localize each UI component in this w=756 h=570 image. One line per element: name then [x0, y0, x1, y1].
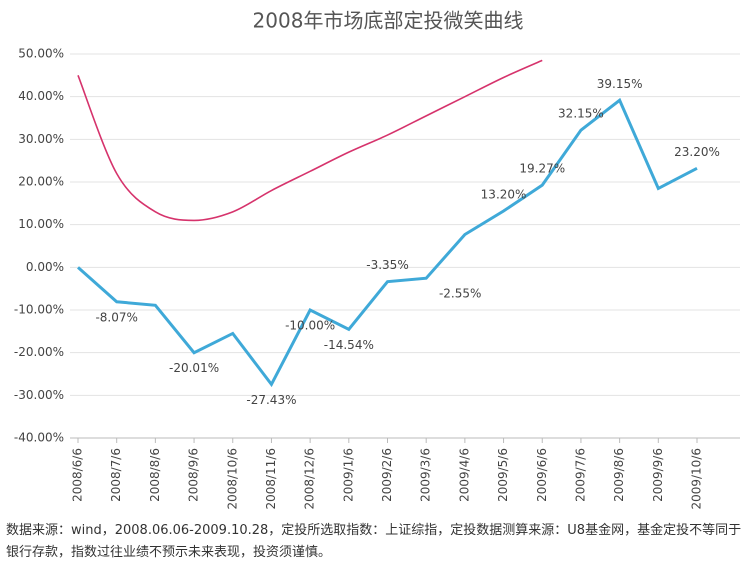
source-note: 数据来源：wind，2008.06.06-2009.10.28，定投所选取指数：…	[6, 523, 742, 560]
x-tick-label: 2009/10/6	[690, 448, 704, 510]
y-tick-label: 40.00%	[18, 89, 64, 103]
y-tick-label: -10.00%	[14, 303, 64, 317]
x-tick-label: 2008/9/6	[187, 448, 201, 502]
x-tick-label: 2008/7/6	[109, 448, 123, 502]
x-tick-label: 2009/5/6	[496, 448, 510, 502]
data-label: -2.55%	[439, 287, 481, 301]
y-tick-label: -20.00%	[14, 345, 64, 359]
data-label: 23.20%	[674, 145, 720, 159]
line-series	[77, 59, 543, 222]
y-tick-label: 50.00%	[18, 47, 64, 61]
x-tick-label: 2008/10/6	[225, 448, 239, 510]
x-tick-label: 2009/1/6	[341, 448, 355, 502]
data-label: -8.07%	[95, 310, 137, 324]
y-tick-label: 10.00%	[18, 217, 64, 231]
data-label: 39.15%	[597, 77, 643, 91]
line-series	[77, 97, 698, 388]
data-label: 19.27%	[519, 162, 565, 176]
data-label: -20.01%	[169, 361, 219, 375]
x-tick-label: 2008/12/6	[303, 448, 317, 510]
x-tick-label: 2009/2/6	[380, 448, 394, 502]
y-tick-label: 0.00%	[26, 260, 64, 274]
x-tick-label: 2009/7/6	[573, 448, 587, 502]
data-label: -3.35%	[366, 258, 408, 272]
data-label: -14.54%	[324, 338, 374, 352]
y-tick-label: -30.00%	[14, 388, 64, 402]
data-label: -27.43%	[246, 393, 296, 407]
x-tick-label: 2008/8/6	[148, 448, 162, 502]
x-tick-label: 2009/6/6	[535, 448, 549, 502]
chart-title: 2008年市场底部定投微笑曲线	[253, 9, 524, 33]
data-label: -10.00%	[285, 319, 335, 333]
y-tick-label: 30.00%	[18, 132, 64, 146]
chart: 2008年市场底部定投微笑曲线 -40.00% -30.00% -20.00% -10…	[14, 9, 740, 510]
x-tick-label: 2008/11/6	[264, 448, 278, 510]
x-tick-label: 2009/3/6	[419, 448, 433, 502]
x-tick-label: 2009/9/6	[651, 448, 665, 502]
x-tick-label: 2009/4/6	[457, 448, 471, 502]
y-tick-label: -40.00%	[14, 431, 64, 445]
x-tick-label: 2009/8/6	[612, 448, 626, 502]
data-label: 32.15%	[558, 107, 604, 121]
data-label: 13.20%	[481, 188, 527, 202]
x-tick-label: 2008/6/6	[71, 448, 85, 502]
y-tick-label: 20.00%	[18, 175, 64, 189]
